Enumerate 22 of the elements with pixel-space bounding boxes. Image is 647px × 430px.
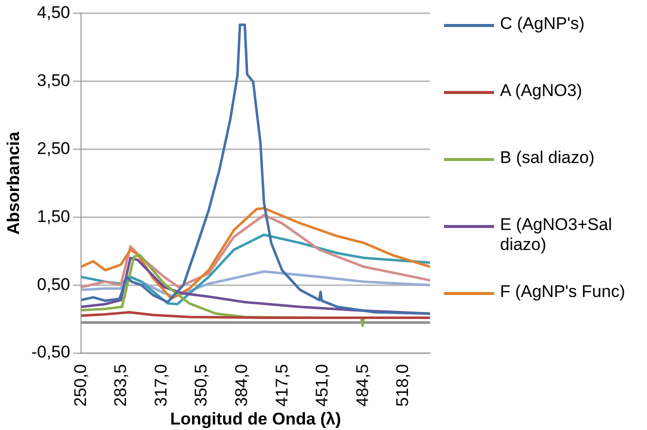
x-tick-label: 484,5 bbox=[352, 364, 372, 407]
x-tick-label: 350,5 bbox=[192, 364, 211, 407]
legend-label: A (AgNO3) bbox=[500, 81, 582, 101]
y-tick-label: 3,50 bbox=[37, 70, 70, 90]
x-tick-label: 417,5 bbox=[272, 364, 292, 407]
legend-label: F (AgNP's Func) bbox=[500, 282, 626, 302]
x-tick-label: 451,0 bbox=[312, 364, 332, 407]
y-tick-label: 1,50 bbox=[37, 206, 70, 226]
x-tick-label: 250,0 bbox=[70, 364, 90, 407]
x-axis-title: Longitud de Onda (λ) bbox=[170, 409, 342, 428]
x-tick-label: 283,5 bbox=[111, 364, 130, 407]
legend-label: B (sal diazo) bbox=[500, 148, 594, 168]
legend-label: C (AgNP's) bbox=[500, 14, 584, 34]
x-tick-label: 384,0 bbox=[232, 364, 252, 407]
legend-label: E (AgNO3+Sal diazo) bbox=[500, 215, 613, 255]
y-tick-label: 0,50 bbox=[37, 274, 70, 294]
y-tick-label: -0,50 bbox=[31, 342, 70, 362]
y-axis-title: Absorbancia bbox=[4, 131, 23, 235]
x-tick-label: 317,0 bbox=[151, 364, 170, 407]
x-tick-label: 518,0 bbox=[393, 364, 412, 407]
y-tick-label: 4,50 bbox=[37, 2, 70, 22]
y-tick-label: 2,50 bbox=[37, 138, 70, 158]
